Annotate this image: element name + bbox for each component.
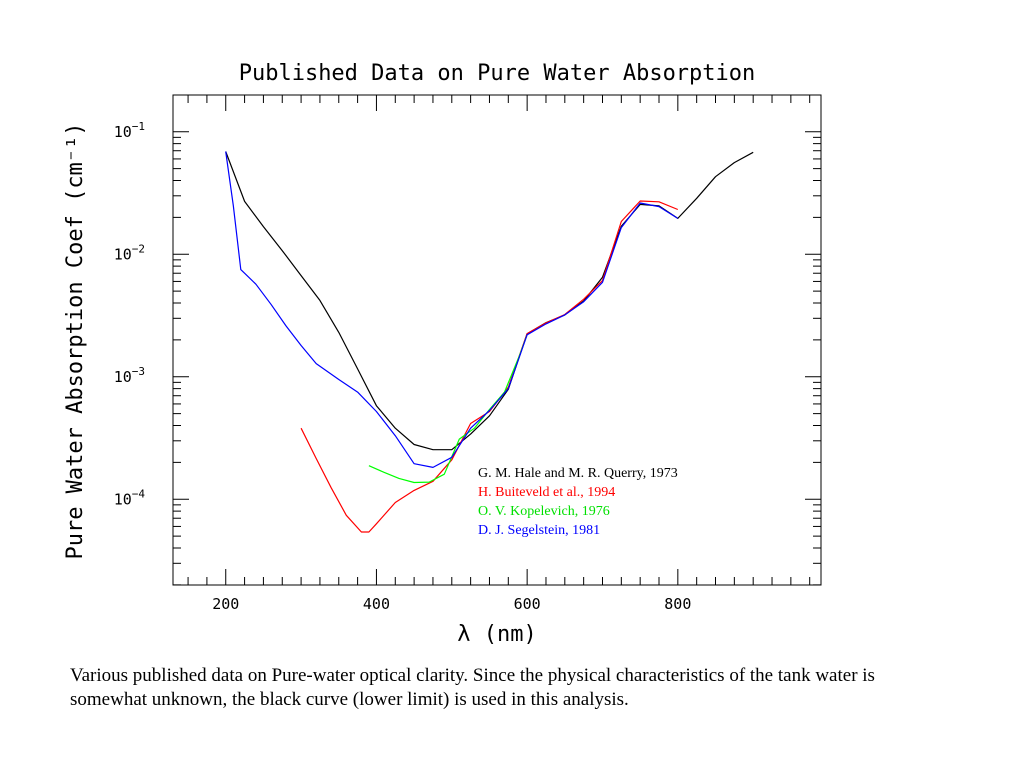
chart-title: Published Data on Pure Water Absorption: [239, 61, 756, 86]
x-axis-ticks: 200 400 600 800: [187, 95, 811, 613]
y-tick-label-base: 10: [114, 123, 132, 141]
x-tick-label: 800: [664, 595, 691, 613]
legend-entry: H. Buiteveld et al., 1994: [478, 485, 615, 500]
legend-entry: D. J. Segelstein, 1981: [478, 523, 600, 538]
legend-entry: G. M. Hale and M. R. Querry, 1973: [478, 466, 678, 481]
x-tick-label: 200: [212, 595, 239, 613]
x-tick-label: 600: [514, 595, 541, 613]
y-tick-label-base: 10: [114, 245, 132, 263]
y-axis-ticks: 10−410−310−210−1: [114, 120, 821, 586]
y-axis-label: Pure Water Absorption Coef (cm⁻¹): [63, 122, 88, 559]
y-tick-label: 10−3: [114, 365, 145, 386]
legend-entry: O. V. Kopelevich, 1976: [478, 504, 610, 519]
series-lines: [225, 151, 754, 533]
y-tick-label-exponent: −4: [132, 487, 146, 500]
legend: G. M. Hale and M. R. Querry, 1973 H. Buit…: [478, 466, 678, 538]
y-tick-label-exponent: −2: [132, 242, 145, 255]
x-tick-label: 400: [363, 595, 390, 613]
y-tick-label: 10−4: [114, 487, 146, 508]
y-tick-label: 10−2: [114, 242, 145, 263]
series-line-4: [225, 151, 679, 468]
series-line-2: [300, 200, 679, 533]
y-tick-label-exponent: −3: [132, 365, 145, 378]
x-axis-label: λ (nm): [457, 622, 536, 647]
series-line-3: [368, 334, 528, 484]
y-tick-label-exponent: −1: [132, 120, 145, 133]
series-line-1: [225, 151, 754, 451]
y-tick-label-base: 10: [114, 490, 132, 508]
y-tick-label-base: 10: [114, 368, 132, 386]
y-tick-label: 10−1: [114, 120, 145, 141]
figure-caption: Various published data on Pure-water opt…: [70, 665, 875, 710]
absorption-chart: Published Data on Pure Water Absorption …: [63, 61, 822, 647]
